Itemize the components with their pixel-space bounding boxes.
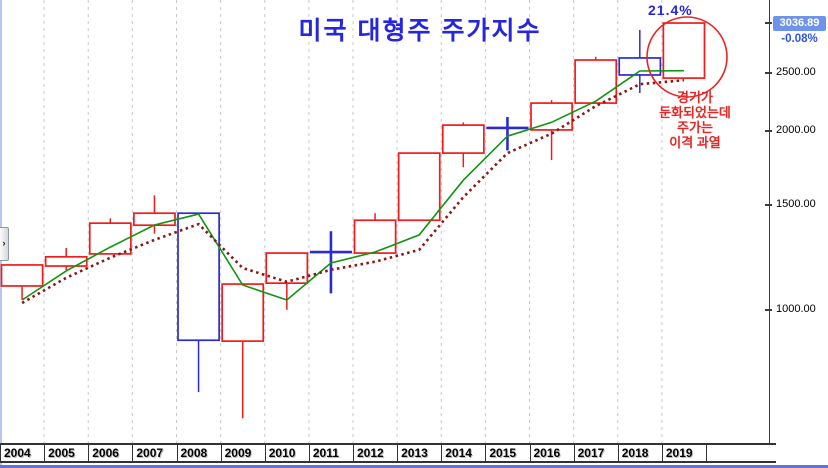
- long-moving-average: [21, 78, 685, 305]
- candle-body-2017: [574, 59, 618, 104]
- price-tick-label: 2000.00: [776, 123, 816, 136]
- price-axis[interactable]: 3036.89 -0.08% 2500.00 2000.00 1500.00 1000…: [765, 0, 828, 443]
- candle-body-2019: [662, 22, 706, 79]
- year-label-2005: 2005: [44, 445, 88, 461]
- current-price-badge: 3036.89: [773, 15, 826, 31]
- year-label-2019: 2019: [661, 445, 706, 461]
- short-moving-average: [21, 69, 684, 301]
- price-tick: [765, 309, 772, 312]
- year-label-2012: 2012: [353, 445, 397, 461]
- circle-annotation: [646, 16, 728, 98]
- price-tick-label: 2500.00: [776, 66, 816, 79]
- gain-percent-annotation: 21.4%: [648, 2, 693, 18]
- time-axis[interactable]: 2004 2005 2006 2007 2008 2009 2010 2011 2012 2013…: [0, 443, 776, 463]
- price-tick-label: 1500.00: [776, 198, 816, 211]
- price-tick: [765, 72, 772, 75]
- candle-body-2007: [133, 212, 176, 227]
- year-label-2016: 2016: [529, 445, 574, 461]
- note-line-3: 주가는: [677, 120, 713, 135]
- candle-body-2005: [44, 255, 88, 267]
- year-cell-empty: [706, 445, 770, 461]
- year-label-2011: 2011: [308, 445, 353, 461]
- year-label-2006: 2006: [88, 445, 132, 461]
- candle-body-2012: [353, 219, 397, 254]
- candle-body-2010: [265, 252, 309, 284]
- price-tick: [765, 129, 772, 132]
- year-label-2018: 2018: [617, 445, 662, 461]
- candle-body-2018: [618, 57, 662, 76]
- year-label-2015: 2015: [485, 445, 529, 461]
- year-label-2014: 2014: [441, 445, 485, 461]
- candle-body-2008: [177, 212, 220, 342]
- year-label-2004: 2004: [0, 445, 44, 461]
- note-line-2: 둔화되었는데: [659, 105, 731, 120]
- candle-body-2016: [530, 102, 573, 131]
- candle-body-2004: [0, 264, 44, 287]
- candle-body-2014: [441, 124, 485, 154]
- candle-body-2009: [221, 283, 265, 342]
- chart-title: 미국 대형주 주가지수: [298, 17, 542, 45]
- price-tick: [765, 204, 772, 207]
- year-label-2017: 2017: [573, 445, 618, 461]
- chart-canvas[interactable]: [0, 0, 770, 443]
- current-change-label: -0.08%: [781, 33, 818, 46]
- handwritten-note: 경기가 둔화되었는데 주가는 이격 과열: [632, 90, 758, 150]
- year-label-2008: 2008: [176, 445, 221, 461]
- window-frame-bottom: [0, 465, 828, 468]
- panel-expander-button[interactable]: ›: [0, 227, 9, 261]
- note-line-1: 경기가: [677, 90, 713, 105]
- year-label-2009: 2009: [220, 445, 265, 461]
- year-label-2007: 2007: [132, 445, 176, 461]
- chevron-right-icon: ›: [2, 238, 6, 248]
- year-label-2013: 2013: [397, 445, 441, 461]
- year-label-2010: 2010: [264, 445, 309, 461]
- candle-body-2006: [88, 222, 132, 255]
- price-tick-label: 1000.00: [776, 303, 816, 316]
- current-price-tick: [765, 22, 772, 25]
- note-line-4: 이격 과열: [669, 135, 721, 150]
- candle-body-2013: [397, 152, 441, 222]
